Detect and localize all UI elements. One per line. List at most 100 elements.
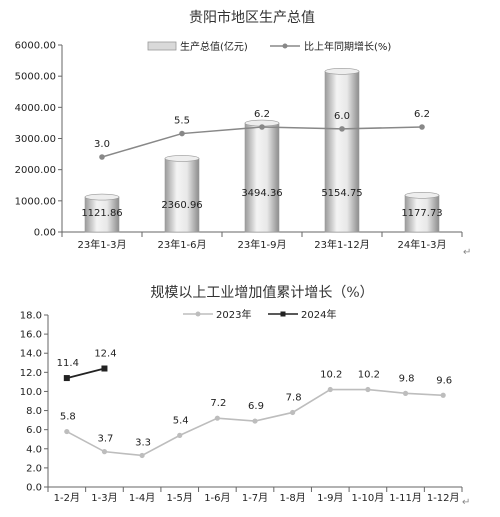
x-tick-label: 23年1-9月 [237, 238, 286, 251]
y-tick-label: 18.0 [20, 311, 42, 322]
series-2023-point [440, 392, 446, 398]
series-2023-point [365, 386, 371, 393]
series-2023-label: 6.9 [248, 401, 264, 412]
gdp-bar-cap [324, 68, 360, 75]
growth-label: 6.2 [414, 109, 430, 120]
y-tick-label: 0.00 [34, 228, 56, 239]
growth-label: 6.2 [254, 109, 270, 120]
paragraph-mark-2: ↵ [462, 497, 471, 508]
series-2023-label: 3.3 [135, 437, 151, 448]
legend-line-label: 比上年同期增长(%) [304, 40, 391, 53]
series-2023-label: 7.8 [286, 392, 302, 403]
growth-label: 6.0 [334, 111, 350, 122]
gdp-bar-label: 1121.86 [81, 208, 122, 219]
series-2023-point [214, 415, 220, 421]
series-2023-label: 3.7 [98, 434, 114, 445]
x-tick-label: 1-2月 [54, 492, 80, 504]
x-tick-label: 1-12月 [427, 492, 460, 504]
x-tick-label: 1-9月 [317, 492, 343, 504]
y-tick-label: 16.0 [20, 330, 42, 341]
growth-label: 3.0 [94, 139, 110, 150]
series-2024-line [66, 367, 105, 379]
gdp-bar-label: 1177.73 [401, 208, 442, 219]
growth-point [99, 154, 105, 160]
y-tick-label: 10.0 [20, 387, 42, 398]
series-2023-label: 9.8 [399, 373, 415, 384]
gdp-bar-cap [164, 155, 200, 162]
series-2024-point [63, 375, 70, 382]
gdp-bar [244, 122, 280, 233]
series-2023-label: 10.2 [320, 370, 342, 381]
series-2023-point [290, 409, 296, 416]
y-tick-label: 6000.00 [15, 41, 56, 52]
gdp-bar [404, 194, 440, 233]
gdp-bar-cap [84, 193, 120, 201]
series-2023-label: 10.2 [358, 370, 380, 381]
y-tick-label: 5000.00 [15, 72, 56, 83]
gdp-bar-label: 3494.36 [241, 188, 282, 199]
growth-point [179, 130, 185, 137]
growth-point [339, 126, 345, 132]
series-2024-label: 11.4 [57, 358, 79, 369]
y-tick-label: 12.0 [20, 368, 42, 379]
series-2023-point [252, 418, 258, 424]
series-2023-point [101, 449, 108, 455]
x-tick-label: 1-5月 [167, 492, 193, 504]
y-tick-label: 0.0 [26, 483, 42, 494]
series-2023-point [402, 390, 409, 396]
industry-chart-legend: 2023年 2024年 [183, 308, 336, 321]
legend-line-marker [282, 43, 288, 49]
growth-point [419, 124, 425, 130]
growth-label: 5.5 [174, 116, 190, 127]
y-tick-label: 1000.00 [15, 196, 56, 207]
series-2023-label: 5.8 [60, 412, 76, 423]
x-tick-label: 24年1-3月 [397, 238, 446, 251]
gdp-chart: 贵阳市地区生产总值 生产总值(亿元) 比上年同期增长(%) 0.00 1000.0… [15, 9, 463, 251]
series-2023-point [64, 428, 70, 435]
y-tick-label: 2000.00 [15, 165, 56, 176]
gdp-bar-cap [404, 191, 440, 199]
growth-point [259, 124, 265, 130]
y-tick-label: 4.0 [26, 444, 42, 455]
y-tick-label: 14.0 [20, 349, 42, 360]
series-2023-label: 5.4 [173, 415, 189, 426]
legend-2023-label: 2023年 [216, 308, 251, 321]
legend-2023-marker [195, 311, 201, 317]
paragraph-mark: ↵ [463, 247, 472, 258]
x-tick-label: 1-10月 [352, 492, 385, 504]
gdp-bar [164, 158, 200, 233]
x-tick-label: 1-6月 [204, 492, 230, 504]
legend-2024-marker [280, 311, 286, 317]
y-tick-label: 3000.00 [15, 134, 56, 145]
gdp-chart-legend: 生产总值(亿元) 比上年同期增长(%) [147, 40, 391, 53]
legend-bar-label: 生产总值(亿元) [180, 40, 248, 53]
series-2024-point [101, 365, 108, 372]
y-tick-label: 8.0 [26, 406, 42, 417]
industry-chart-title: 规模以上工业增加值累计增长（%） [150, 285, 373, 301]
series-2023-point [177, 432, 183, 438]
y-tick-label: 4000.00 [15, 103, 56, 114]
series-2024-label: 12.4 [94, 349, 116, 360]
series-2023-point [327, 386, 333, 393]
x-tick-label: 1-3月 [91, 492, 117, 504]
y-tick-label: 2.0 [26, 463, 42, 474]
series-2023-point [139, 452, 145, 459]
gdp-bar [324, 71, 360, 233]
y-tick-label: 6.0 [26, 425, 42, 436]
gdp-bar-label: 5154.75 [321, 188, 362, 199]
x-tick-label: 23年1-12月 [314, 238, 369, 251]
gdp-bar-label: 2360.96 [161, 200, 202, 211]
legend-2024-label: 2024年 [301, 308, 336, 321]
x-tick-label: 1-4月 [129, 492, 155, 504]
series-2023-label: 9.6 [436, 375, 452, 386]
x-tick-label: 1-11月 [389, 492, 422, 504]
legend-bar-swatch [147, 41, 177, 51]
x-tick-label: 23年1-3月 [77, 238, 126, 251]
series-2023-label: 7.2 [210, 398, 226, 409]
x-tick-label: 23年1-6月 [157, 238, 206, 251]
gdp-chart-title: 贵阳市地区生产总值 [189, 9, 315, 26]
x-tick-label: 1-7月 [242, 492, 268, 504]
x-tick-label: 1-8月 [279, 492, 305, 504]
